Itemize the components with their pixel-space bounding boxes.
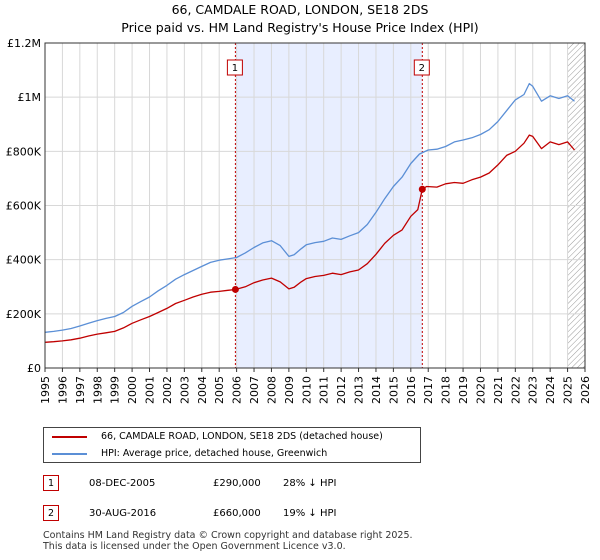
transaction-marker-label: 1	[232, 63, 238, 74]
transaction-hpi-diff: 28% ↓ HPI	[283, 478, 337, 489]
legend-item-property: 66, CAMDALE ROAD, LONDON, SE18 2DS (deta…	[52, 429, 383, 445]
x-tick-label: 2017	[422, 376, 435, 404]
y-tick-label: £800K	[6, 145, 42, 158]
legend-swatch-hpi	[52, 452, 87, 455]
x-tick-label: 2019	[457, 376, 470, 404]
x-tick-label: 2008	[265, 376, 278, 404]
y-tick-label: £200K	[6, 308, 42, 321]
transaction-marker-box	[413, 59, 430, 76]
transaction-badge: 1	[43, 475, 59, 491]
price-chart: £0 £200K £400K £600K £800K £1M £1.2M 1995 1996 19…	[6, 37, 592, 404]
transaction-row-1: 1 08-DEC-2005 £290,000 28% ↓ HPI	[43, 475, 563, 493]
transaction-date: 08-DEC-2005	[89, 478, 156, 489]
x-tick-label: 2009	[283, 376, 296, 404]
x-tick-label: 2010	[300, 376, 313, 404]
x-tick-label: 2015	[387, 376, 400, 404]
series-line	[44, 82, 575, 333]
legend-item-hpi: HPI: Average price, detached house, Gree…	[52, 446, 327, 462]
transaction-badge: 2	[43, 505, 59, 521]
x-tick-label: 2012	[335, 376, 348, 404]
x-tick-label: 2011	[318, 376, 331, 404]
footer-copyright: Contains HM Land Registry data © Crown c…	[43, 530, 413, 541]
transaction-point	[231, 285, 239, 293]
x-tick-label: 2023	[527, 376, 540, 404]
footer-licence: This data is licensed under the Open Gov…	[43, 541, 346, 552]
y-tick-label: £0	[27, 362, 41, 375]
x-tick-label: 1998	[91, 376, 104, 404]
x-tick-label: 1997	[74, 376, 87, 404]
chart-legend: 66, CAMDALE ROAD, LONDON, SE18 2DS (deta…	[43, 427, 421, 463]
x-tick-label: 1999	[109, 376, 122, 404]
x-tick-label: 2007	[248, 376, 261, 404]
x-tick-label: 1995	[39, 376, 52, 404]
transaction-point	[418, 185, 426, 193]
y-tick-label: £1M	[18, 91, 42, 104]
x-tick-label: 1996	[56, 376, 69, 404]
x-tick-label: 2001	[144, 376, 157, 404]
x-tick-label: 2000	[126, 376, 139, 404]
chart-title: 66, CAMDALE ROAD, LONDON, SE18 2DS	[171, 2, 429, 17]
x-tick-label: 2002	[161, 376, 174, 404]
legend-swatch-property	[52, 435, 87, 438]
y-tick-label: £1.2M	[7, 37, 41, 50]
x-tick-label: 2016	[405, 376, 418, 404]
x-tick-label: 2024	[544, 376, 557, 404]
x-tick-label: 2004	[196, 376, 209, 404]
x-tick-label: 2003	[178, 376, 191, 404]
x-tick-label: 2022	[509, 376, 522, 404]
plot-border	[44, 42, 586, 369]
transaction-marker-box	[226, 59, 243, 76]
transaction-price: £290,000	[213, 478, 261, 489]
series-line	[44, 134, 575, 343]
legend-label-property: 66, CAMDALE ROAD, LONDON, SE18 2DS (deta…	[101, 431, 383, 442]
x-tick-label: 2018	[440, 376, 453, 404]
footer: Contains HM Land Registry data © Crown c…	[43, 530, 413, 552]
legend-label-hpi: HPI: Average price, detached house, Gree…	[101, 448, 328, 459]
x-tick-label: 2020	[474, 376, 487, 404]
y-tick-label: £600K	[6, 200, 42, 213]
transaction-row-2: 2 30-AUG-2016 £660,000 19% ↓ HPI	[43, 505, 563, 523]
x-tick-label: 2021	[492, 376, 505, 404]
x-tick-label: 2014	[370, 376, 383, 404]
x-tick-label: 2013	[353, 376, 366, 404]
transaction-price: £660,000	[213, 508, 261, 519]
x-tick-label: 2006	[231, 376, 244, 404]
y-tick-label: £400K	[6, 254, 42, 267]
x-tick-label: 2005	[213, 376, 226, 404]
transaction-marker-label: 2	[419, 63, 425, 74]
chart-subtitle: Price paid vs. HM Land Registry's House …	[121, 20, 479, 35]
x-tick-label: 2026	[579, 376, 592, 404]
transaction-date: 30-AUG-2016	[89, 508, 157, 519]
transaction-hpi-diff: 19% ↓ HPI	[283, 508, 337, 519]
x-tick-label: 2025	[562, 376, 575, 404]
